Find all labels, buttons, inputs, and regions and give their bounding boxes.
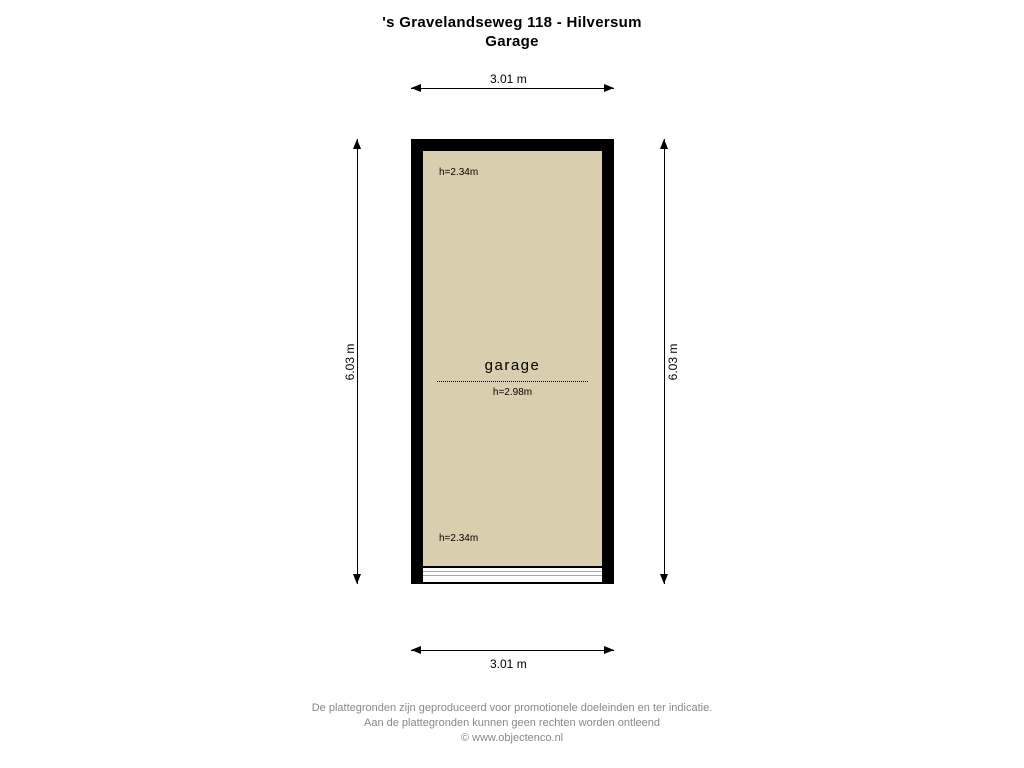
- garage-floor: h=2.34m garage h=2.98m h=2.34m: [423, 151, 602, 566]
- footer-line3: © www.objectenco.nl: [0, 731, 1024, 746]
- wall-stub-left: [411, 566, 423, 584]
- arrow-up-icon: [353, 139, 361, 149]
- arrow-down-icon: [660, 574, 668, 584]
- arrow-left-icon: [411, 84, 421, 92]
- dim-label: 3.01 m: [490, 657, 527, 671]
- dim-label: 6.03 m: [343, 337, 357, 387]
- dim-label: 3.01 m: [490, 72, 527, 86]
- arrow-down-icon: [353, 574, 361, 584]
- dim-line: [357, 139, 358, 584]
- footer: De plattegronden zijn geproduceerd voor …: [0, 701, 1024, 746]
- dim-line: [664, 139, 665, 584]
- dim-line: [411, 88, 614, 89]
- garage-room: h=2.34m garage h=2.98m h=2.34m: [411, 139, 614, 584]
- arrow-left-icon: [411, 646, 421, 654]
- room-name-label: garage: [423, 357, 602, 374]
- garage-door-panel-line: [423, 571, 602, 572]
- ridge-line: [437, 381, 588, 382]
- wall-stub-right: [602, 566, 614, 584]
- ceiling-height-mid: h=2.98m: [423, 387, 602, 398]
- dim-line: [411, 650, 614, 651]
- arrow-right-icon: [604, 84, 614, 92]
- ceiling-height-bottom: h=2.34m: [439, 533, 478, 544]
- dim-label: 6.03 m: [666, 337, 680, 387]
- arrow-up-icon: [660, 139, 668, 149]
- ceiling-height-top: h=2.34m: [439, 167, 478, 178]
- footer-line1: De plattegronden zijn geproduceerd voor …: [0, 701, 1024, 716]
- garage-door-panel-line: [423, 575, 602, 576]
- arrow-right-icon: [604, 646, 614, 654]
- footer-line2: Aan de plattegronden kunnen geen rechten…: [0, 716, 1024, 731]
- floorplan-stage: 3.01 m 3.01 m 6.03 m 6.03 m h=2.34m gara…: [0, 0, 1024, 768]
